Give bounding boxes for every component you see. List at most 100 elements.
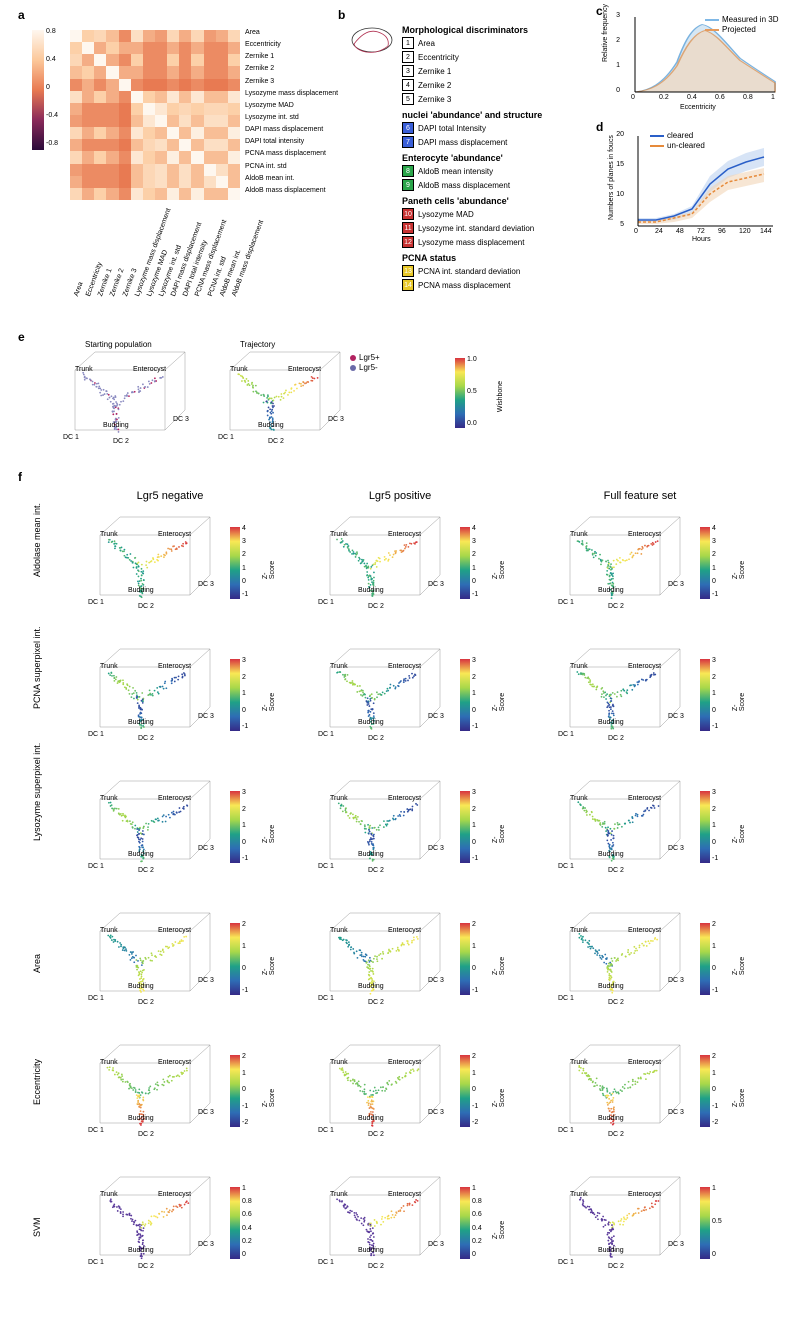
panel-f-colorbar: 43210-1Z-Score (700, 527, 728, 599)
panel-f-colorbar: 43210-1Z-Score (230, 527, 258, 599)
panel-f-3dplot: TrunkEnterocystBuddingDC 1DC 2DC 3 (550, 647, 690, 747)
panel-f-colorbar: 3210-1Z-Score (460, 659, 488, 731)
heatmap-row-label: Lysozyme int. std (245, 114, 299, 121)
heatmap-col-label: Area (73, 281, 85, 297)
discriminator-item: 5Zernike 3 (402, 93, 582, 105)
panel-e-3dplot: Starting populationTrunkEnterocystBuddin… (55, 350, 195, 450)
panel-f-colorbar: 210-1-2Z-Score (460, 1055, 488, 1127)
discriminator-item: 9AldoB mass displacement (402, 179, 582, 191)
heatmap-row-label: DAPI mass displacement (245, 126, 323, 133)
heatmap-row-label: Zernike 3 (245, 78, 274, 85)
discriminator-item: 3Zernike 1 (402, 65, 582, 77)
panel-b-label: b (338, 8, 345, 22)
panel-f-colorbar: 210-1Z-Score (700, 923, 728, 995)
legend-lgr5pos: Lgr5+ (359, 353, 380, 362)
panel-f-colorbar: 10.80.60.40.20Z-Score (460, 1187, 488, 1259)
panel-f-row-header: SVM (32, 1223, 42, 1237)
panel-d-xlabel: Hours (692, 236, 711, 243)
panel-f-col-header: Full feature set (560, 490, 720, 502)
panel-d-label: d (596, 120, 603, 134)
panel-f-colorbar: 3210-1Z-Score (700, 659, 728, 731)
panel-f-colorbar: 210-1Z-Score (230, 923, 258, 995)
heatmap-row-label: Zernike 1 (245, 53, 274, 60)
discriminator-item: 6DAPI total Intensity (402, 122, 582, 134)
panel-f-3dplot: TrunkEnterocystBuddingDC 1DC 2DC 3 (310, 1043, 450, 1143)
figure-root: a AreaEccentricityZernike 1Zernike 2Zern… (0, 0, 800, 1319)
discriminator-group-title: PCNA status (402, 253, 582, 263)
heatmap (70, 30, 240, 200)
panel-d-ylabel: Numbers of planes in foucs (608, 135, 615, 220)
panel-f-3dplot: TrunkEnterocystBuddingDC 1DC 2DC 3 (550, 1175, 690, 1275)
panel-f-3dplot: TrunkEnterocystBuddingDC 1DC 2DC 3 (80, 647, 220, 747)
discriminator-item: 10Lysozyme MAD (402, 208, 582, 220)
panel-f-3dplot: TrunkEnterocystBuddingDC 1DC 2DC 3 (550, 911, 690, 1011)
panel-f-3dplot: TrunkEnterocystBuddingDC 1DC 2DC 3 (80, 515, 220, 615)
panel-d-legend: cleared un-cleared (650, 130, 705, 151)
panel-f-3dplot: TrunkEnterocystBuddingDC 1DC 2DC 3 (80, 1043, 220, 1143)
panel-f-3dplot: TrunkEnterocystBuddingDC 1DC 2DC 3 (550, 779, 690, 879)
panel-f-row-header: Eccentricity (32, 1091, 42, 1105)
heatmap-row-label: Area (245, 29, 260, 36)
heatmap-row-label: Lysozyme mass displacement (245, 90, 338, 97)
legend-lgr5neg: Lgr5- (359, 363, 378, 372)
heatmap-row-label: PCNA int. std (245, 163, 287, 170)
heatmap-col-labels: AreaEccentricityZernike 1Zernike 2Zernik… (70, 205, 240, 315)
heatmap-row-label: PCNA mass displacement (245, 150, 326, 157)
panel-f-3dplot: TrunkEnterocystBuddingDC 1DC 2DC 3 (310, 911, 450, 1011)
discriminator-item: 12Lysozyme mass displacement (402, 236, 582, 248)
panel-d-chart: 024487296120144 5101520 Hours Numbers of… (610, 128, 785, 238)
discriminator-list: Morphological discriminators 1Area 2Eccent… (402, 20, 582, 293)
legend-uncleared: un-cleared (667, 141, 705, 150)
panel-e-legend: Lgr5+ Lgr5- (350, 352, 380, 373)
panel-e-label: e (18, 330, 25, 344)
discriminator-group-title: Paneth cells 'abundance' (402, 196, 582, 206)
panel-c-xlabel: Eccentricity (680, 104, 716, 111)
panel-f-row-header: Aldolase mean int. (32, 563, 42, 577)
discriminator-item: 1Area (402, 37, 582, 49)
panel-f-colorbar: 210-1Z-Score (460, 923, 488, 995)
panel-f-colorbar: 43210-1Z-Score (460, 527, 488, 599)
panel-f-row-header: Lysozyme superpixel int. (32, 827, 42, 841)
panel-f-3dplot: TrunkEnterocystBuddingDC 1DC 2DC 3 (80, 1175, 220, 1275)
discriminator-group-title: Morphological discriminators (402, 25, 582, 35)
legend-cleared: cleared (667, 131, 693, 140)
panel-a-colorbar (32, 30, 44, 150)
heatmap-row-label: AldoB mass displacement (245, 187, 326, 194)
discriminator-item: 14PCNA mass displacement (402, 279, 582, 291)
discriminator-item: 7DAPI mass displacement (402, 136, 582, 148)
discriminator-group-title: nuclei 'abundance' and structure (402, 110, 582, 120)
panel-f-colorbar: 210-1-2Z-Score (700, 1055, 728, 1127)
panel-f-3dplot: TrunkEnterocystBuddingDC 1DC 2DC 3 (310, 1175, 450, 1275)
panel-a-label: a (18, 8, 25, 22)
panel-c-legend: Measured in 3D Projected (705, 14, 778, 35)
panel-f-3dplot: TrunkEnterocystBuddingDC 1DC 2DC 3 (80, 779, 220, 879)
panel-f-3dplot: TrunkEnterocystBuddingDC 1DC 2DC 3 (80, 911, 220, 1011)
panel-f-label: f (18, 470, 22, 484)
panel-f-colorbar: 3210-1Z-Score (230, 791, 258, 863)
panel-f-colorbar: 10.50 (700, 1187, 728, 1259)
panel-f-colorbar: 10.80.60.40.20 (230, 1187, 258, 1259)
panel-b-shape (348, 22, 396, 58)
heatmap-row-label: Lysozyme MAD (245, 102, 294, 109)
discriminator-item: 8AldoB mean intensity (402, 165, 582, 177)
legend-3d: Measured in 3D (722, 15, 778, 24)
panel-f-3dplot: TrunkEnterocystBuddingDC 1DC 2DC 3 (310, 647, 450, 747)
panel-f-col-header: Lgr5 negative (90, 490, 250, 502)
panel-c-chart: 00.20.40.60.81 0123 Eccentricity Relativ… (610, 12, 785, 112)
discriminator-item: 2Eccentricity (402, 51, 582, 63)
panel-f-col-header: Lgr5 positive (320, 490, 480, 502)
panel-f-3dplot: TrunkEnterocystBuddingDC 1DC 2DC 3 (310, 515, 450, 615)
legend-proj: Projected (722, 25, 756, 34)
heatmap-row-label: DAPI total intensity (245, 138, 304, 145)
panel-f-colorbar: 3210-1Z-Score (700, 791, 728, 863)
discriminator-item: 11Lysozyme int. standard deviation (402, 222, 582, 234)
panel-f-3dplot: TrunkEnterocystBuddingDC 1DC 2DC 3 (550, 515, 690, 615)
heatmap-row-label: Eccentricity (245, 41, 281, 48)
panel-c-ylabel: Relative frequency (602, 4, 609, 62)
panel-f-row-header: PCNA superpixel int. (32, 695, 42, 709)
panel-f-3dplot: TrunkEnterocystBuddingDC 1DC 2DC 3 (310, 779, 450, 879)
panel-f-3dplot: TrunkEnterocystBuddingDC 1DC 2DC 3 (550, 1043, 690, 1143)
discriminator-item: 4Zernike 2 (402, 79, 582, 91)
panel-f-row-header: Area (32, 959, 42, 973)
panel-e-3dplot: TrajectoryTrunkEnterocystBuddingDC 1DC 2… (210, 350, 350, 450)
